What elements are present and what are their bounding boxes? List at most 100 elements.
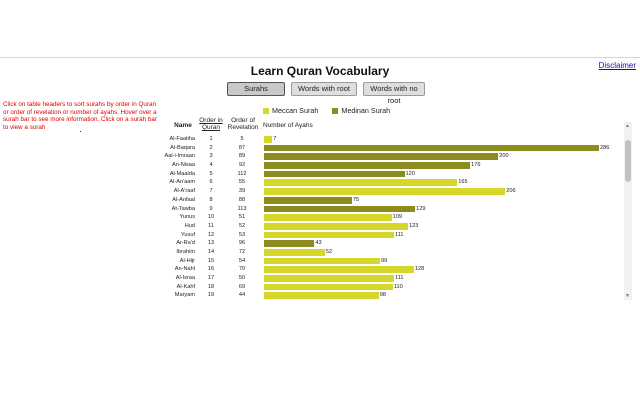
order-in-quran: 3 bbox=[209, 153, 213, 160]
ayah-count-label: 98 bbox=[379, 292, 387, 299]
ayah-count-label: 110 bbox=[393, 283, 403, 290]
surah-name: An-Nisaa bbox=[171, 162, 195, 169]
order-in-quran: 17 bbox=[207, 275, 215, 281]
order-in-quran: 7 bbox=[209, 188, 213, 195]
order-of-revelation: 54 bbox=[238, 257, 246, 264]
surah-name: Aal-i-Imraan bbox=[164, 153, 195, 160]
scroll-down-icon[interactable]: ▼ bbox=[625, 293, 630, 299]
table-row: Al-Maaida 5 112 120 bbox=[0, 170, 625, 179]
ayah-count-label: 7 bbox=[273, 136, 277, 142]
table-row: Al-An'aam 6 55 165 bbox=[0, 178, 625, 187]
table-row: Al-Faatiha 1 5 7 bbox=[0, 135, 625, 144]
ayah-count-label: 123 bbox=[409, 222, 419, 229]
ayah-count-label: 129 bbox=[416, 205, 426, 212]
surah-bar[interactable] bbox=[264, 257, 380, 265]
ayah-count-label: 165 bbox=[458, 179, 468, 186]
table-row: At-Tawba 9 113 129 bbox=[0, 205, 625, 214]
ayah-count-label: 286 bbox=[600, 144, 610, 151]
order-in-quran: 15 bbox=[207, 257, 215, 264]
order-of-revelation: 5 bbox=[240, 136, 244, 142]
order-in-quran: 18 bbox=[207, 283, 215, 290]
order-of-revelation: 39 bbox=[238, 188, 246, 195]
tab-bar: Surahs Words with root Words with no roo… bbox=[227, 82, 425, 105]
disclaimer-link[interactable]: Disclaimer bbox=[598, 61, 636, 70]
table-row: Aal-i-Imraan 3 89 200 bbox=[0, 152, 625, 161]
scrollbar-thumb[interactable] bbox=[625, 140, 631, 182]
order-of-revelation: 92 bbox=[238, 162, 246, 169]
surah-bar[interactable] bbox=[264, 222, 409, 230]
surah-bar[interactable] bbox=[264, 170, 405, 178]
ayah-count-label: 176 bbox=[471, 162, 481, 169]
meccan-swatch bbox=[263, 107, 269, 114]
order-of-revelation: 88 bbox=[238, 196, 246, 203]
column-header-number-of-ayahs[interactable]: Number of Ayahs bbox=[263, 122, 313, 129]
scroll-up-icon[interactable]: ▲ bbox=[625, 123, 630, 129]
column-header-order-of-revelation[interactable]: Order of Revelation bbox=[227, 117, 259, 132]
column-header-order-in-quran[interactable]: Order in Quran bbox=[199, 117, 223, 132]
medinan-swatch bbox=[332, 107, 339, 114]
ayah-count-label: 52 bbox=[325, 248, 333, 255]
surah-bar[interactable] bbox=[264, 231, 395, 239]
surah-bar[interactable] bbox=[264, 188, 506, 195]
column-header-name[interactable]: Name bbox=[174, 122, 192, 129]
scrollbar[interactable]: ▲ ▼ bbox=[624, 122, 632, 300]
table-row: Ar-Ra'd 13 96 43 bbox=[0, 239, 625, 248]
surah-name: At-Tawba bbox=[171, 205, 195, 212]
surah-name: Ar-Ra'd bbox=[176, 240, 195, 247]
table-row: Al-Kahf 18 69 110 bbox=[0, 283, 625, 292]
order-in-quran: 1 bbox=[209, 136, 213, 142]
surah-name: Al-Israa bbox=[175, 275, 195, 281]
surah-name: Al-A'raaf bbox=[173, 188, 195, 195]
surah-bar[interactable] bbox=[264, 162, 471, 169]
surah-bar[interactable] bbox=[264, 205, 416, 213]
order-in-quran: 6 bbox=[209, 179, 213, 186]
table-row: An-Nahl 16 70 128 bbox=[0, 265, 625, 274]
surah-name: Al-Anfaal bbox=[172, 196, 195, 203]
order-in-quran: 12 bbox=[207, 231, 215, 238]
ayah-count-label: 120 bbox=[405, 170, 415, 177]
table-row: Yusuf 12 53 111 bbox=[0, 231, 625, 240]
order-of-revelation: 96 bbox=[238, 240, 246, 247]
order-of-revelation: 72 bbox=[238, 248, 246, 255]
ayah-count-label: 111 bbox=[395, 275, 404, 281]
surah-bar[interactable] bbox=[264, 136, 273, 143]
surah-bar[interactable] bbox=[264, 144, 599, 152]
surah-bar[interactable] bbox=[264, 292, 379, 300]
ayah-count-label: 99 bbox=[380, 257, 388, 264]
ayah-count-label: 206 bbox=[506, 188, 516, 195]
table-row: Al-Baqara 2 87 286 bbox=[0, 144, 625, 153]
ayah-count-label: 43 bbox=[315, 240, 322, 247]
surah-bar[interactable] bbox=[264, 275, 395, 282]
surah-bar[interactable] bbox=[264, 214, 392, 221]
surah-name: Maryam bbox=[174, 292, 195, 299]
surah-bar[interactable] bbox=[264, 248, 325, 256]
surah-bar[interactable] bbox=[264, 196, 352, 204]
order-in-quran: 8 bbox=[209, 196, 213, 203]
table-row: Hud 11 52 123 bbox=[0, 222, 625, 231]
surah-bar[interactable] bbox=[264, 266, 414, 273]
legend-medinan-label: Medinan Surah bbox=[341, 106, 391, 115]
order-in-quran: 13 bbox=[207, 240, 215, 247]
surah-bar[interactable] bbox=[264, 283, 393, 291]
surah-bar[interactable] bbox=[264, 153, 499, 161]
tab-words-with-no-root[interactable]: Words with no root bbox=[363, 82, 425, 105]
surah-bar[interactable] bbox=[264, 240, 315, 247]
table-row: Al-Israa 17 50 111 bbox=[0, 274, 625, 283]
order-in-quran: 14 bbox=[207, 248, 215, 255]
legend: Meccan Surah Medinan Surah bbox=[263, 106, 390, 115]
top-divider bbox=[0, 57, 640, 58]
surah-name: Al-Kahf bbox=[176, 283, 195, 290]
surah-bar[interactable] bbox=[264, 179, 458, 187]
order-of-revelation: 52 bbox=[238, 222, 246, 229]
tab-surahs[interactable]: Surahs bbox=[227, 82, 285, 96]
surah-name: Hud bbox=[184, 222, 195, 229]
order-in-quran: 5 bbox=[209, 170, 213, 177]
surah-name: Yusuf bbox=[181, 231, 195, 238]
order-in-quran: 10 bbox=[207, 214, 215, 221]
surah-name: Al-Faatiha bbox=[169, 136, 196, 142]
surah-name: Ibrahim bbox=[176, 248, 195, 255]
tab-words-with-root[interactable]: Words with root bbox=[291, 82, 357, 96]
ayah-count-label: 111 bbox=[395, 231, 404, 238]
order-of-revelation: 69 bbox=[238, 283, 246, 290]
table-row: Maryam 19 44 98 bbox=[0, 291, 625, 300]
